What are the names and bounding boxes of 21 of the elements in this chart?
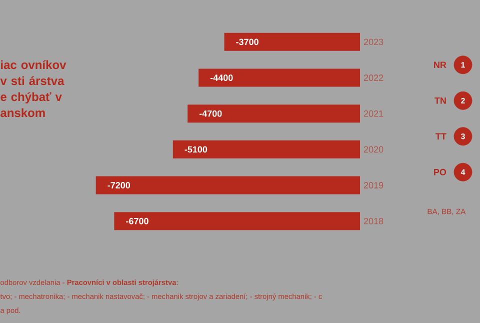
category-label: NR	[434, 62, 446, 68]
y-tick-label: 2018	[364, 218, 384, 224]
data-label: -6700	[126, 218, 148, 224]
data-label: -4700	[199, 110, 222, 117]
data-label: -5100	[184, 146, 208, 153]
data-label: -3700	[236, 38, 258, 46]
y-tick-label: 2023	[364, 38, 384, 46]
y-tick-label: 2019	[364, 182, 384, 188]
category-label: TT	[436, 133, 446, 140]
data-label: 3	[460, 134, 465, 140]
data-label: -7200	[108, 182, 130, 188]
data-label: 4	[460, 169, 466, 175]
y-tick-label: 2020	[364, 146, 384, 153]
text: iac ovníkov v sti árstva e chýbať v anskom	[0, 60, 66, 118]
category-label: PO	[434, 168, 446, 176]
y-tick-label: 2022	[364, 74, 384, 81]
data-label: -4400	[210, 74, 233, 81]
data-label: 2	[461, 98, 465, 104]
y-tick-label: 2021	[364, 110, 384, 117]
category-label: TN	[434, 98, 446, 104]
data-label: 1	[461, 62, 465, 68]
